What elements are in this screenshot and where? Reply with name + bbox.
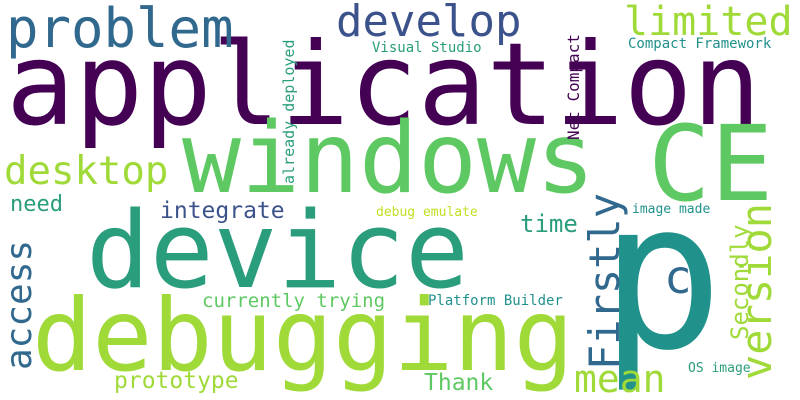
word-firstly: Firstly [580, 192, 629, 370]
word-c: c [664, 250, 692, 304]
word-mean: mean [574, 357, 666, 400]
word-windows: windows [182, 102, 596, 216]
word-application: application [6, 18, 761, 151]
word-debugging: debugging [32, 277, 574, 394]
word-need: need [10, 192, 63, 217]
word-os-image: OS image [688, 361, 751, 376]
word-thank: Thank [424, 370, 494, 396]
word-access: access [0, 239, 40, 370]
word-secondly: Secondly [726, 224, 754, 340]
word-net-compact: Net Compact [564, 34, 583, 140]
word-limited: limited [624, 0, 793, 45]
word-prototype: prototype [114, 368, 239, 394]
word-platform-builder: Platform Builder [428, 293, 563, 309]
word-develop: develop [336, 0, 522, 47]
word-visual-studio: Visual Studio [372, 40, 482, 56]
word-device: device [86, 189, 469, 312]
word-integrate: integrate [160, 198, 285, 224]
word-desktop: desktop [4, 149, 169, 194]
word-image-made: image made [632, 202, 711, 217]
word-p: p [600, 158, 724, 396]
word-currently-trying: currently trying [202, 290, 386, 312]
word-problem: problem [6, 0, 234, 60]
word-already-deployed: already deployed [280, 39, 298, 185]
word-ce: CE [648, 103, 774, 225]
word-compact-framework: Compact Framework [628, 36, 772, 52]
word-time: time [520, 210, 578, 238]
word-debug-emulate: debug emulate [376, 205, 478, 220]
